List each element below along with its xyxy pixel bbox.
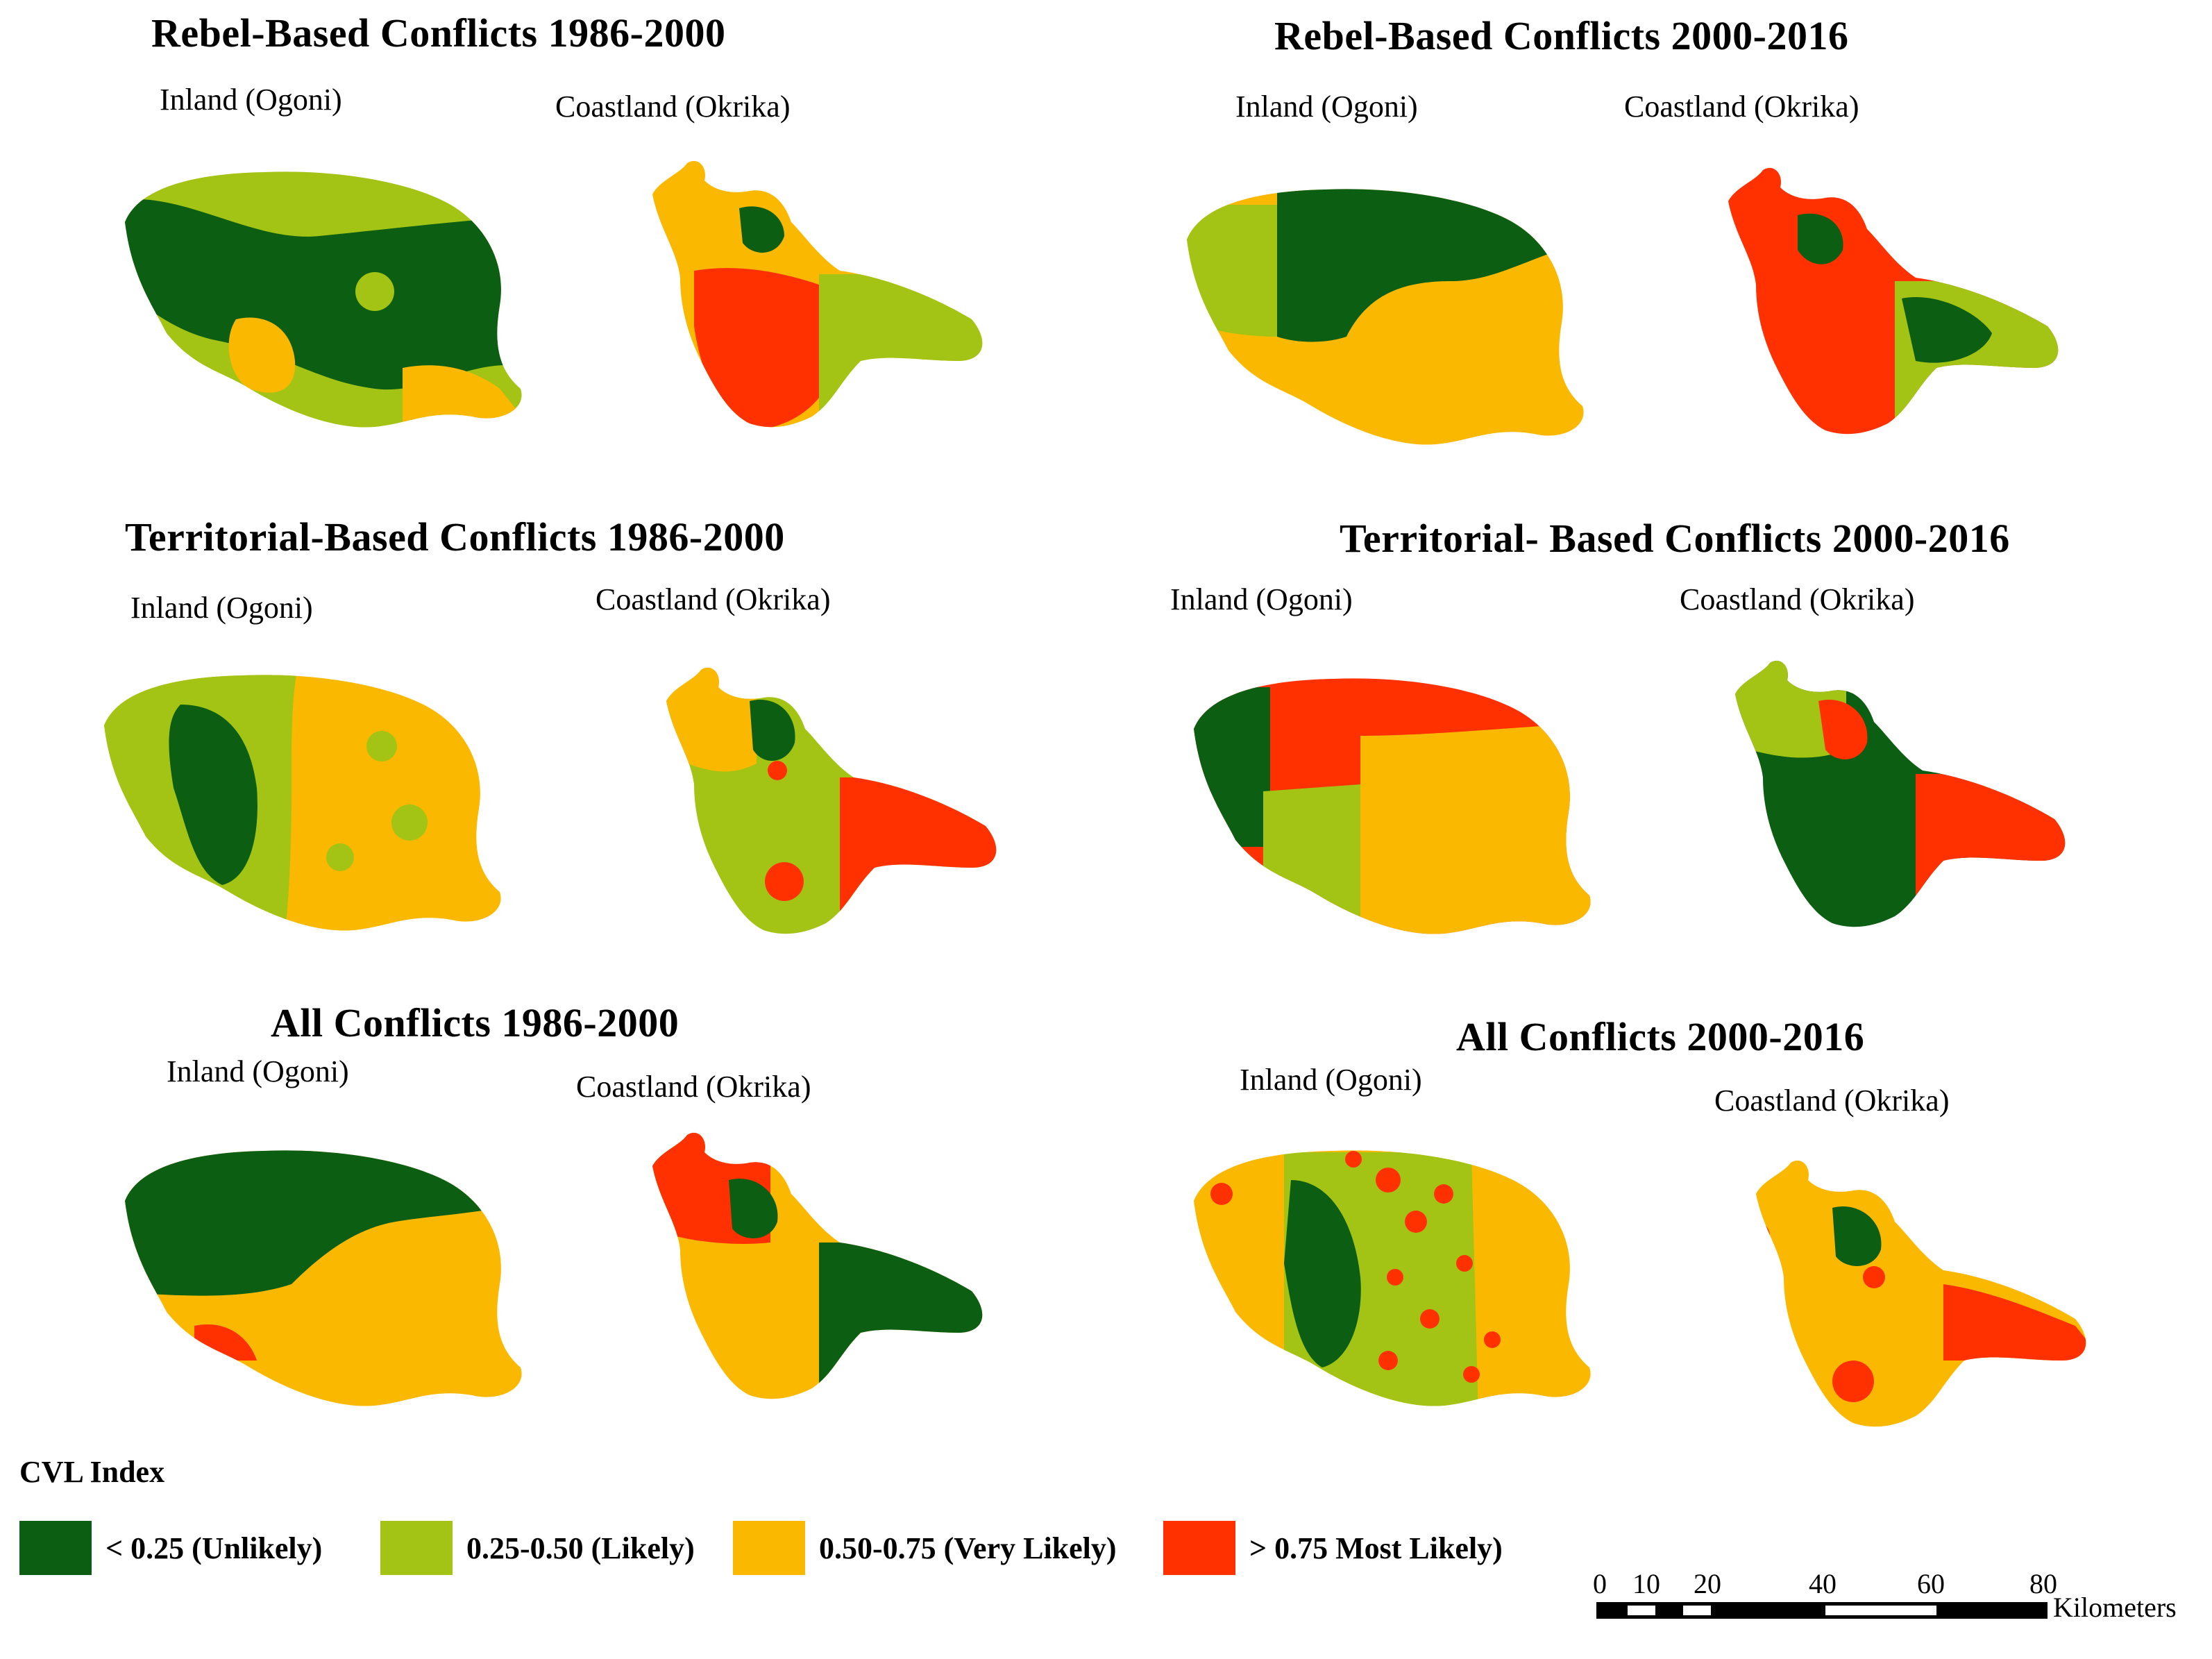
legend-label: < 0.25 (Unlikely): [105, 1531, 323, 1565]
coastland-okrika-map: [1756, 1160, 2086, 1427]
panel-title: Territorial- Based Conflicts 2000-2016: [1340, 516, 2010, 561]
scale-tick-label: 80: [2029, 1568, 2057, 1599]
inland-ogoni-map: [104, 675, 501, 931]
scale-tick-label: 40: [1809, 1568, 1837, 1599]
legend-item-likely: 0.25-0.50 (Likely): [380, 1520, 695, 1576]
inland-ogoni-map: [1194, 1150, 1591, 1406]
coastland-okrika-map: [652, 160, 983, 428]
panel-title: All Conflicts 1986-2000: [271, 1000, 679, 1045]
legend-swatch: [19, 1521, 92, 1575]
coast-label: Coastland (Okrika): [596, 582, 831, 616]
scale-bar: [1596, 1602, 2048, 1619]
legend-title: CVL Index: [19, 1455, 165, 1489]
legend-item-unlikely: < 0.25 (Unlikely): [19, 1520, 322, 1576]
scale-tick-label: 20: [1694, 1568, 1721, 1599]
coast-label: Coastland (Okrika): [576, 1070, 811, 1104]
panel-title: All Conflicts 2000-2016: [1456, 1014, 1865, 1059]
legend-swatch: [733, 1521, 805, 1575]
scale-tick-label: 0: [1593, 1568, 1607, 1599]
inland-label: Inland (Ogoni): [130, 591, 313, 625]
inland-label: Inland (Ogoni): [1240, 1063, 1422, 1097]
panel-title: Territorial-Based Conflicts 1986-2000: [125, 514, 785, 559]
panel-title: Rebel-Based Conflicts 2000-2016: [1274, 13, 1849, 58]
legend-label: 0.25-0.50 (Likely): [466, 1531, 695, 1565]
coast-label: Coastland (Okrika): [1624, 90, 1859, 124]
legend-item-most-likely: > 0.75 Most Likely): [1163, 1520, 1503, 1576]
legend-label: > 0.75 Most Likely): [1249, 1531, 1503, 1565]
coastland-okrika-map: [652, 1132, 983, 1399]
scale-tick-label: 60: [1917, 1568, 1945, 1599]
legend-label: 0.50-0.75 (Very Likely): [819, 1531, 1117, 1565]
inland-label: Inland (Ogoni): [1235, 90, 1418, 124]
panel-title: Rebel-Based Conflicts 1986-2000: [151, 10, 726, 56]
coastland-okrika-map: [666, 667, 997, 934]
inland-ogoni-map: [1194, 678, 1591, 934]
inland-ogoni-map: [1187, 189, 1584, 445]
scale-tick-label: 10: [1632, 1568, 1660, 1599]
inland-label: Inland (Ogoni): [1170, 582, 1353, 616]
legend-swatch: [380, 1521, 453, 1575]
inland-ogoni-map: [125, 171, 522, 428]
coastland-okrika-map: [1735, 660, 2066, 927]
inland-ogoni-map: [125, 1150, 522, 1406]
coast-label: Coastland (Okrika): [1680, 582, 1915, 616]
legend-item-very-likely: 0.50-0.75 (Very Likely): [733, 1520, 1117, 1576]
coastland-okrika-map: [1728, 167, 2059, 435]
inland-label: Inland (Ogoni): [160, 83, 342, 117]
inland-label: Inland (Ogoni): [167, 1054, 349, 1088]
coast-label: Coastland (Okrika): [1714, 1084, 1950, 1118]
coast-label: Coastland (Okrika): [555, 90, 791, 124]
legend-swatch: [1163, 1521, 1235, 1575]
scale-units: Kilometers: [2053, 1592, 2177, 1623]
